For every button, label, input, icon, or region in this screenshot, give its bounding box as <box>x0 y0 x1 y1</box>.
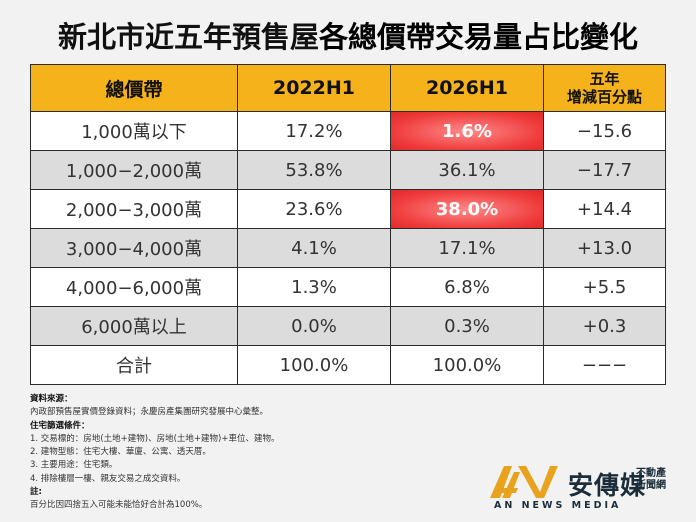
table-row: 4,000−6,000萬 1.3% 6.8% +5.5 <box>30 267 666 307</box>
cell-band: 6,000萬以上 <box>30 306 238 346</box>
header-2022h1: 2022H1 <box>237 64 391 112</box>
criteria-heading: 住宅篩選條件： <box>30 420 90 431</box>
table-row-total: 合計 100.0% 100.0% −−− <box>30 345 666 385</box>
cell-2026: 100.0% <box>390 345 544 385</box>
table-row: 1,000−2,000萬 53.8% 36.1% −17.7 <box>30 150 666 190</box>
cell-2026: 6.8% <box>390 267 544 307</box>
cell-2026-highlight: 1.6% <box>390 111 544 151</box>
header-price-band: 總價帶 <box>30 64 238 112</box>
cell-change: +5.5 <box>543 267 666 307</box>
footnotes: 資料來源： 內政部預售屋實價登錄資料；永慶房產集團研究發展中心彙整。 住宅篩選條… <box>30 393 470 513</box>
brand-name: 安傳媒 <box>568 471 647 500</box>
cell-2026: 0.3% <box>390 306 544 346</box>
brand-logo: 安傳媒 不動產 新聞網 AN NEWS MEDIA <box>488 462 678 514</box>
cell-2022: 53.8% <box>237 150 391 190</box>
criteria-item: 2. 建物型態：住宅大樓、華廈、公寓、透天厝。 <box>30 447 211 458</box>
criteria-item: 3. 主要用途：住宅類。 <box>30 460 118 471</box>
cell-2022: 100.0% <box>237 345 391 385</box>
source-text: 內政部預售屋實價登錄資料；永慶房產集團研究發展中心彙整。 <box>30 407 269 418</box>
brand-sub: 不動產 新聞網 <box>636 468 676 492</box>
cell-2026-highlight: 38.0% <box>390 189 544 229</box>
cell-band: 4,000−6,000萬 <box>30 267 238 307</box>
an-logo-icon <box>490 466 558 498</box>
cell-band: 合計 <box>30 345 238 385</box>
cell-band: 1,000萬以下 <box>30 111 238 151</box>
cell-2026: 17.1% <box>390 228 544 268</box>
cell-2022: 0.0% <box>237 306 391 346</box>
header-2026h1: 2026H1 <box>390 64 544 112</box>
cell-2022: 23.6% <box>237 189 391 229</box>
page-title: 新北市近五年預售屋各總價帶交易量占比變化 <box>0 14 696 56</box>
cell-change: −15.6 <box>543 111 666 151</box>
cell-2022: 4.1% <box>237 228 391 268</box>
criteria-item: 1. 交易標的：房地(土地+建物)、房地(土地+建物)+車位、建物。 <box>30 433 280 444</box>
cell-band: 3,000−4,000萬 <box>30 228 238 268</box>
table-row: 6,000萬以上 0.0% 0.3% +0.3 <box>30 306 666 346</box>
title-part1: 新北市近五年預售屋 <box>57 20 319 54</box>
cell-2022: 17.2% <box>237 111 391 151</box>
criteria-item: 4. 排除樓層一樓、親友交易之成交資料。 <box>30 473 186 484</box>
brand-english: AN NEWS MEDIA <box>494 500 622 511</box>
table-row: 2,000−3,000萬 23.6% 38.0% +14.4 <box>30 189 666 229</box>
cell-2026: 36.1% <box>390 150 544 190</box>
cell-change: −17.7 <box>543 150 666 190</box>
note-text: 百分比因四捨五入可能未能恰好合計為100%。 <box>30 500 208 511</box>
header-change-line2: 增減百分點 <box>566 88 642 106</box>
brand-sub-line2: 新聞網 <box>636 480 666 491</box>
price-band-table: 總價帶 2022H1 2026H1 五年 增減百分點 1,000萬以下 17.2… <box>30 64 666 385</box>
table-row: 3,000−4,000萬 4.1% 17.1% +13.0 <box>30 228 666 268</box>
cell-band: 1,000−2,000萬 <box>30 150 238 190</box>
header-change-line1: 五年 <box>589 70 620 88</box>
header-change: 五年 增減百分點 <box>543 64 666 112</box>
cell-2022: 1.3% <box>237 267 391 307</box>
note-heading: 註: <box>30 487 42 498</box>
source-heading: 資料來源： <box>30 394 73 404</box>
cell-band: 2,000−3,000萬 <box>30 189 238 229</box>
cell-change: +14.4 <box>543 189 666 229</box>
cell-change: −−− <box>543 345 666 385</box>
table-header-row: 總價帶 2022H1 2026H1 五年 增減百分點 <box>30 64 666 112</box>
table-row: 1,000萬以下 17.2% 1.6% −15.6 <box>30 111 666 151</box>
cell-change: +13.0 <box>543 228 666 268</box>
title-part2: 各總價帶交易量占比變化 <box>319 20 639 54</box>
brand-sub-line1: 不動產 <box>636 468 666 479</box>
cell-change: +0.3 <box>543 306 666 346</box>
